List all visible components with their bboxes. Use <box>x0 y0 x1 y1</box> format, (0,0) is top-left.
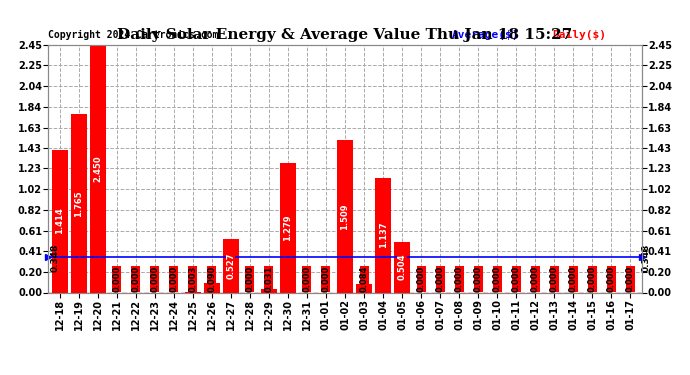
Text: 0.000: 0.000 <box>473 266 482 292</box>
Text: 0.000: 0.000 <box>169 266 178 292</box>
Text: 1.414: 1.414 <box>55 208 64 234</box>
Bar <box>394 242 410 292</box>
Text: 0.000: 0.000 <box>531 266 540 292</box>
Text: 0.000: 0.000 <box>417 266 426 292</box>
Text: 0.000: 0.000 <box>512 266 521 292</box>
Text: 0.090: 0.090 <box>208 266 217 292</box>
Bar <box>375 178 391 292</box>
Bar <box>223 239 239 292</box>
Text: 0.348: 0.348 <box>642 243 651 272</box>
Title: Daily Solar Energy & Average Value Thu Jan 18 15:27: Daily Solar Energy & Average Value Thu J… <box>117 28 573 42</box>
Text: 0.000: 0.000 <box>626 266 635 292</box>
Text: 0.000: 0.000 <box>435 266 444 292</box>
Text: 0.348: 0.348 <box>50 243 59 272</box>
Text: 0.000: 0.000 <box>112 266 121 292</box>
Text: 0.000: 0.000 <box>607 266 615 292</box>
Text: 0.000: 0.000 <box>493 266 502 292</box>
Text: 0.084: 0.084 <box>359 266 368 292</box>
Text: 2.450: 2.450 <box>93 155 102 182</box>
Text: 0.000: 0.000 <box>455 266 464 292</box>
Bar <box>261 290 277 292</box>
Text: 0.000: 0.000 <box>131 266 140 292</box>
Text: 0.527: 0.527 <box>226 253 235 279</box>
Text: 0.000: 0.000 <box>302 266 311 292</box>
Text: Average($): Average($) <box>452 30 520 40</box>
Bar <box>356 284 372 292</box>
Text: 0.504: 0.504 <box>397 254 406 280</box>
Text: 1.765: 1.765 <box>75 190 83 217</box>
Bar <box>337 140 353 292</box>
Text: 1.509: 1.509 <box>340 203 350 229</box>
Bar <box>90 45 106 292</box>
Text: 1.279: 1.279 <box>284 214 293 241</box>
Text: Copyright 2024 Cartronics.com: Copyright 2024 Cartronics.com <box>48 30 219 40</box>
Text: 0.000: 0.000 <box>588 266 597 292</box>
Text: Daily($): Daily($) <box>553 30 607 40</box>
Text: 0.031: 0.031 <box>264 266 273 292</box>
Text: 0.000: 0.000 <box>569 266 578 292</box>
Text: 0.000: 0.000 <box>246 266 255 292</box>
Text: 1.137: 1.137 <box>379 222 388 248</box>
Text: 0.003: 0.003 <box>188 266 197 292</box>
Bar <box>70 114 87 292</box>
Text: 0.000: 0.000 <box>550 266 559 292</box>
Text: 0.000: 0.000 <box>150 266 159 292</box>
Bar <box>52 150 68 292</box>
Bar <box>280 163 296 292</box>
Bar <box>204 284 220 292</box>
Text: 0.000: 0.000 <box>322 266 331 292</box>
